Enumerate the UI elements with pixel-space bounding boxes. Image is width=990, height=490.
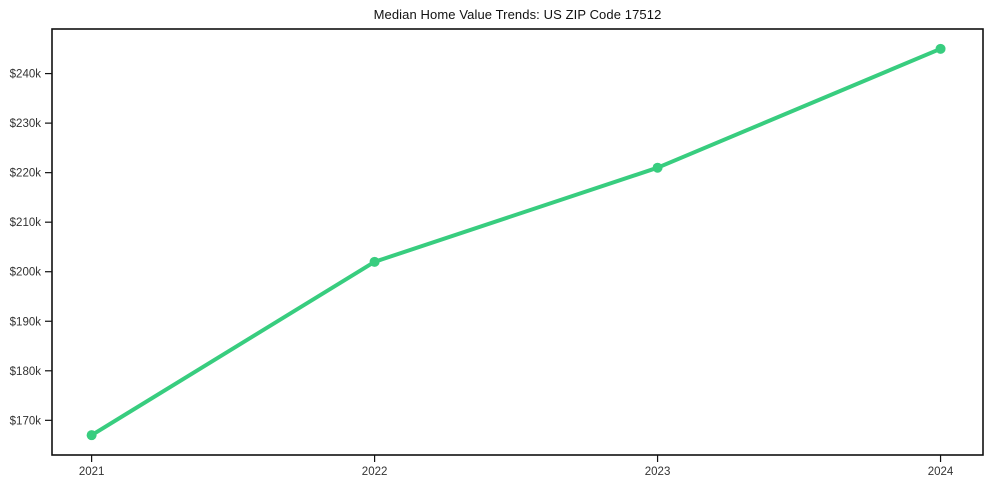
- y-tick-label: $230k: [10, 118, 42, 130]
- y-tick-label: $220k: [10, 168, 42, 180]
- y-tick-label: $190k: [10, 316, 42, 328]
- y-tick-label: $200k: [10, 267, 42, 279]
- x-tick-label: 2021: [79, 466, 105, 478]
- y-tick-label: $210k: [10, 217, 42, 229]
- plot-border: [51, 28, 984, 456]
- x-tick-label: 2023: [645, 466, 671, 478]
- data-point-marker: [935, 43, 946, 54]
- x-tick-label: 2022: [362, 466, 388, 478]
- data-point-marker: [652, 162, 663, 173]
- chart-title: Median Home Value Trends: US ZIP Code 17…: [373, 7, 662, 22]
- y-tick-label: $180k: [10, 366, 42, 378]
- y-tick-label: $240k: [10, 69, 42, 81]
- data-point-marker: [369, 256, 380, 267]
- trend-line: [89, 46, 943, 438]
- y-tick-label: $170k: [10, 415, 42, 427]
- x-tick-label: 2024: [928, 466, 954, 478]
- data-point-marker: [86, 430, 97, 441]
